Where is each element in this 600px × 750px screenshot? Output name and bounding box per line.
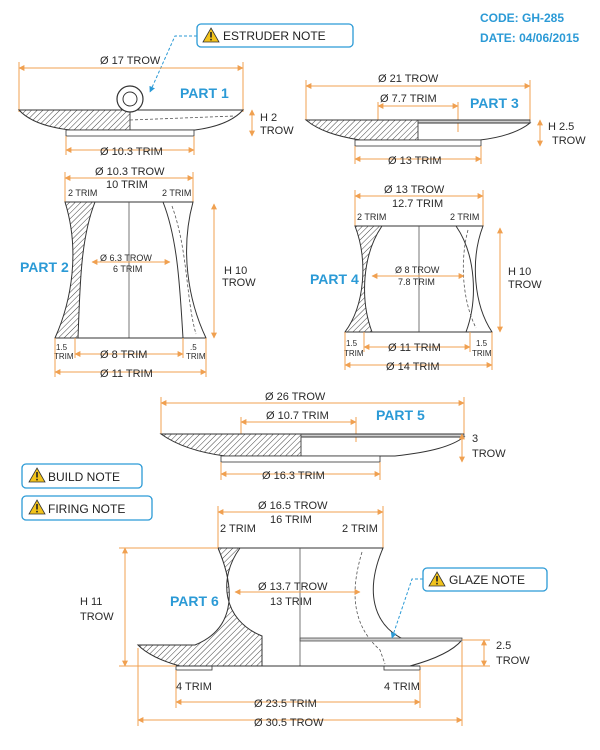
estruder-note-label: ESTRUDER NOTE <box>223 29 326 43</box>
part3-height-b: TROW <box>552 135 586 147</box>
part2-foot-l-b: TRIM <box>54 352 74 361</box>
part6-foot-r: 4 TRIM <box>384 681 420 693</box>
part6-top-b: 16 TRIM <box>270 514 312 526</box>
part4-foot-l-b: TRIM <box>344 349 364 358</box>
part4-label: PART 4 <box>310 271 359 287</box>
glaze-note-label: GLAZE NOTE <box>449 573 525 587</box>
part4-height-b: TROW <box>508 279 542 291</box>
part6-rim-h-b: TROW <box>496 655 530 667</box>
part6-right-rim: 2 TRIM <box>342 523 378 535</box>
part2-base-b: Ø 11 TRIM <box>100 368 153 380</box>
part-3: Ø 21 TROW Ø 7.7 TRIM PART 3 Ø 13 TRIM H … <box>304 73 586 167</box>
part4-mid-a: Ø 8 TROW <box>395 265 440 275</box>
part4-foot-l-a: 1.5 <box>346 339 358 348</box>
part6-foot-l: 4 TRIM <box>176 681 212 693</box>
part3-top-b: Ø 7.7 TRIM <box>380 93 437 105</box>
part3-top-a: Ø 21 TROW <box>378 73 439 85</box>
part6-rim-h-a: 2.5 <box>496 640 511 652</box>
part2-height-b: TROW <box>222 277 256 289</box>
part4-base-b: Ø 14 TRIM <box>386 361 440 373</box>
part1-height-a: H 2 <box>260 112 277 124</box>
estruder-note[interactable]: ESTRUDER NOTE <box>196 23 354 48</box>
part2-foot-r-a: .5 <box>190 343 197 352</box>
part6-mid-a: Ø 13.7 TROW <box>258 581 328 593</box>
part6-base-b: Ø 30.5 TROW <box>254 717 324 729</box>
part5-height-a: 3 <box>472 433 478 445</box>
part4-top-a: Ø 13 TROW <box>384 184 445 196</box>
part-5: Ø 26 TROW Ø 10.7 TRIM PART 5 Ø 16.3 TRIM… <box>159 391 506 482</box>
part-4: Ø 13 TROW 12.7 TRIM 2 TRIM 2 TRIM PART 4… <box>310 184 542 373</box>
part4-top-b: 12.7 TRIM <box>392 198 443 210</box>
part5-height-b: TROW <box>472 448 506 460</box>
part6-base-a: Ø 23.5 TRIM <box>254 698 317 710</box>
part6-height-b: TROW <box>80 611 114 623</box>
part6-top-a: Ø 16.5 TROW <box>258 500 328 512</box>
part2-label: PART 2 <box>20 259 69 275</box>
firing-note-label: FIRING NOTE <box>48 502 125 516</box>
part4-height-a: H 10 <box>508 266 531 278</box>
part2-left-rim: 2 TRIM <box>68 188 97 198</box>
part2-top-a: Ø 10.3 TROW <box>95 166 165 178</box>
part4-right-rim: 2 TRIM <box>450 212 479 222</box>
part3-label: PART 3 <box>470 95 519 111</box>
part-1: Ø 17 TROW PART 1 Ø 10.3 TRIM H 2 TROW <box>17 55 294 158</box>
part2-right-rim: 2 TRIM <box>162 188 191 198</box>
part-2: Ø 10.3 TROW 10 TRIM 2 TRIM 2 TRIM PART 2… <box>20 166 256 380</box>
part5-label: PART 5 <box>376 407 425 423</box>
glaze-note[interactable]: GLAZE NOTE <box>422 567 548 592</box>
date-label: DATE: 04/06/2015 <box>480 31 579 45</box>
part5-top-b: Ø 10.7 TRIM <box>266 410 329 422</box>
part3-bottom-dia: Ø 13 TRIM <box>388 155 442 167</box>
part1-top-dia: Ø 17 TROW <box>100 55 161 67</box>
part4-mid-b: 7.8 TRIM <box>398 277 435 287</box>
part6-mid-b: 13 TRIM <box>270 596 312 608</box>
part1-label: PART 1 <box>180 85 229 101</box>
part2-mid-a: Ø 6.3 TROW <box>100 253 152 263</box>
part5-bottom-dia: Ø 16.3 TRIM <box>262 470 325 482</box>
part6-height-a: H 11 <box>80 596 102 608</box>
part5-top-a: Ø 26 TROW <box>265 391 326 403</box>
part2-top-b: 10 TRIM <box>106 179 148 191</box>
part2-base-a: Ø 8 TRIM <box>100 349 147 361</box>
part2-height-a: H 10 <box>224 265 247 277</box>
build-note[interactable]: BUILD NOTE <box>21 463 143 489</box>
part4-left-rim: 2 TRIM <box>357 212 386 222</box>
code-label: CODE: GH-285 <box>480 11 564 25</box>
part3-height-a: H 2.5 <box>548 121 574 133</box>
part2-mid-b: 6 TRIM <box>113 264 142 274</box>
part6-label: PART 6 <box>170 593 219 609</box>
part1-bottom-dia: Ø 10.3 TRIM <box>100 146 163 158</box>
part4-foot-r-a: 1.5 <box>476 339 488 348</box>
part4-base-a: Ø 11 TRIM <box>388 342 441 354</box>
part1-height-b: TROW <box>260 125 294 137</box>
firing-note[interactable]: FIRING NOTE <box>21 495 153 521</box>
part4-foot-r-b: TRIM <box>472 349 492 358</box>
build-note-label: BUILD NOTE <box>48 470 120 484</box>
part2-foot-r-b: TRIM <box>186 352 206 361</box>
part2-foot-l-a: 1.5 <box>56 343 68 352</box>
part6-left-rim: 2 TRIM <box>220 523 256 535</box>
part-6: Ø 16.5 TROW 16 TRIM 2 TRIM 2 TRIM PART 6… <box>80 500 530 729</box>
